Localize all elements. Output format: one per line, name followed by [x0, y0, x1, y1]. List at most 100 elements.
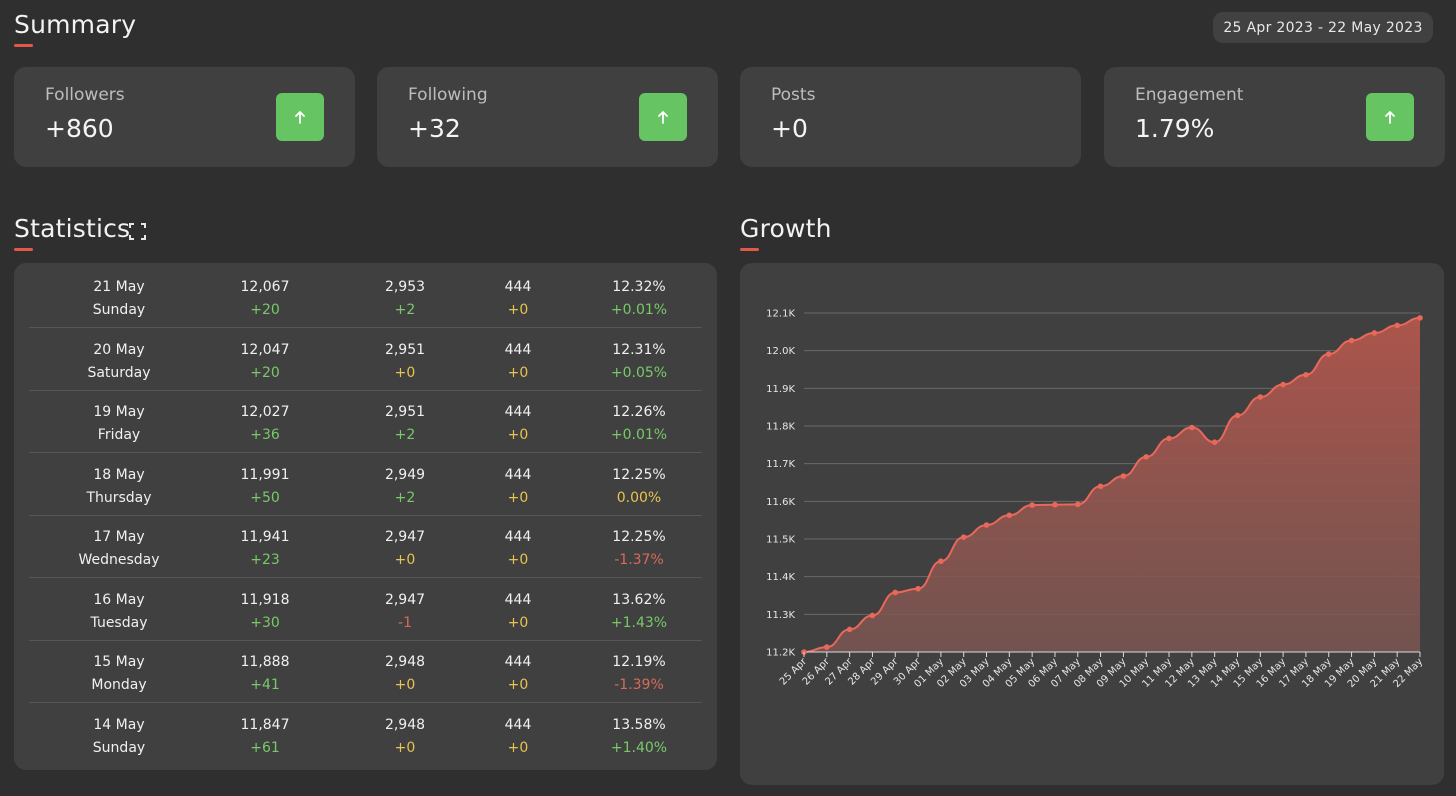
row-date: 15 May [93, 654, 145, 670]
trend-up-button[interactable] [639, 93, 687, 141]
row-value: 11,888 [240, 654, 290, 670]
title-underline [14, 44, 33, 47]
followers-cell: 11,847 +61 [220, 714, 310, 760]
following-cell: 2,947 -1 [360, 589, 450, 635]
row-value: 12.25% [612, 529, 666, 545]
followers-cell: 11,918 +30 [220, 589, 310, 635]
date-cell: 21 May Sunday [49, 276, 189, 322]
data-point[interactable] [869, 612, 876, 619]
row-delta: +0 [507, 614, 529, 631]
date-cell: 15 May Monday [49, 651, 189, 697]
row-delta: +0 [394, 677, 416, 693]
data-point[interactable] [1211, 439, 1218, 445]
row-delta: +41 [250, 677, 280, 693]
engagement-cell: 13.58% +1.40% [589, 714, 689, 760]
following-card: Following +32 [377, 67, 718, 167]
data-point[interactable] [1166, 435, 1172, 442]
row-value: 2,953 [384, 279, 426, 295]
engagement-cell: 12.19% -1.39% [589, 651, 689, 697]
growth-line [803, 316, 1421, 653]
row-delta: +0 [507, 677, 529, 693]
row-delta: +2 [394, 489, 416, 506]
trend-up-button[interactable] [276, 93, 324, 141]
table-row: 16 May Tuesday 11,918 +30 2,947 -1 444 +0 13.62%… [29, 579, 702, 641]
row-value: 2,949 [384, 466, 426, 483]
engagement-card: Engagement 1.79% [1104, 67, 1445, 167]
growth-chart: 11.2K 11.3K 11.4K 11.5K 11.6K 11.7K 11.8K 11.9K… [740, 263, 1444, 785]
data-point[interactable] [1417, 315, 1423, 321]
following-cell: 2,951 +2 [360, 401, 450, 447]
followers-cell: 12,047 +20 [220, 339, 310, 385]
data-point[interactable] [1097, 483, 1104, 490]
data-point[interactable] [824, 644, 830, 650]
card-value: 1.79% [1135, 114, 1215, 143]
data-point[interactable] [892, 589, 899, 596]
data-point[interactable] [960, 534, 967, 540]
expand-icon[interactable] [129, 223, 146, 240]
row-value: 2,951 [384, 404, 426, 420]
data-point[interactable] [1120, 473, 1127, 479]
row-delta: +0 [507, 364, 529, 381]
title-underline [740, 248, 759, 251]
data-point[interactable] [1394, 322, 1400, 329]
row-value: 2,947 [384, 529, 426, 545]
data-point[interactable] [1006, 512, 1013, 519]
row-date: 17 May [93, 529, 145, 545]
trend-up-button[interactable] [1366, 93, 1414, 141]
row-delta: +30 [250, 614, 280, 631]
row-delta: +0 [507, 427, 529, 443]
date-cell: 14 May Sunday [49, 714, 189, 760]
row-delta: +20 [250, 302, 280, 318]
engagement-cell: 12.25% 0.00% [589, 464, 689, 510]
data-point[interactable] [1234, 412, 1241, 419]
data-point[interactable] [983, 522, 990, 528]
data-point[interactable] [1303, 371, 1309, 378]
posts-cell: 444 +0 [483, 276, 553, 322]
row-weekday: Sunday [92, 739, 146, 756]
row-value: 12,027 [240, 404, 290, 420]
data-point[interactable] [938, 558, 944, 565]
data-point[interactable] [1143, 454, 1150, 460]
data-point[interactable] [1348, 337, 1355, 344]
followers-cell: 11,888 +41 [220, 651, 310, 697]
row-value: 12,047 [240, 341, 290, 358]
growth-title: Growth [740, 214, 832, 251]
row-weekday: Saturday [87, 364, 151, 381]
following-cell: 2,951 +0 [360, 339, 450, 385]
data-point[interactable] [1052, 501, 1058, 508]
y-tick-label: 11.4K [766, 572, 795, 583]
row-value: 2,947 [384, 591, 426, 608]
card-value: +0 [771, 114, 808, 143]
posts-cell: 444 +0 [483, 714, 553, 760]
row-value: 444 [504, 404, 532, 420]
engagement-cell: 12.26% +0.01% [589, 401, 689, 447]
data-point[interactable] [1029, 502, 1035, 508]
data-point[interactable] [1280, 381, 1286, 388]
y-tick-label: 11.2K [766, 648, 795, 659]
row-delta: +0 [507, 302, 529, 318]
data-point[interactable] [1325, 351, 1332, 357]
data-point[interactable] [1257, 394, 1264, 400]
data-point[interactable] [1074, 501, 1081, 508]
date-range-picker[interactable]: 25 Apr 2023 - 22 May 2023 [1213, 12, 1433, 43]
card-value: +32 [408, 114, 461, 143]
row-date: 21 May [93, 279, 145, 295]
row-date: 14 May [93, 716, 145, 733]
followers-cell: 12,027 +36 [220, 401, 310, 447]
data-point[interactable] [915, 585, 921, 592]
row-date: 18 May [93, 466, 145, 483]
row-delta: +0 [507, 552, 529, 568]
row-delta: +61 [250, 739, 280, 756]
posts-cell: 444 +0 [483, 401, 553, 447]
data-point[interactable] [1371, 330, 1378, 336]
card-value: +860 [45, 114, 114, 143]
engagement-cell: 12.32% +0.01% [589, 276, 689, 322]
row-delta: +0 [394, 739, 416, 756]
date-cell: 17 May Wednesday [49, 526, 189, 572]
row-value: 11,918 [240, 591, 290, 608]
data-point[interactable] [1189, 424, 1195, 431]
data-point[interactable] [846, 626, 853, 633]
row-value: 12.25% [612, 466, 666, 483]
row-weekday: Sunday [92, 302, 146, 318]
table-row: 14 May Sunday 11,847 +61 2,948 +0 444 +0 13.58% +… [29, 704, 702, 766]
